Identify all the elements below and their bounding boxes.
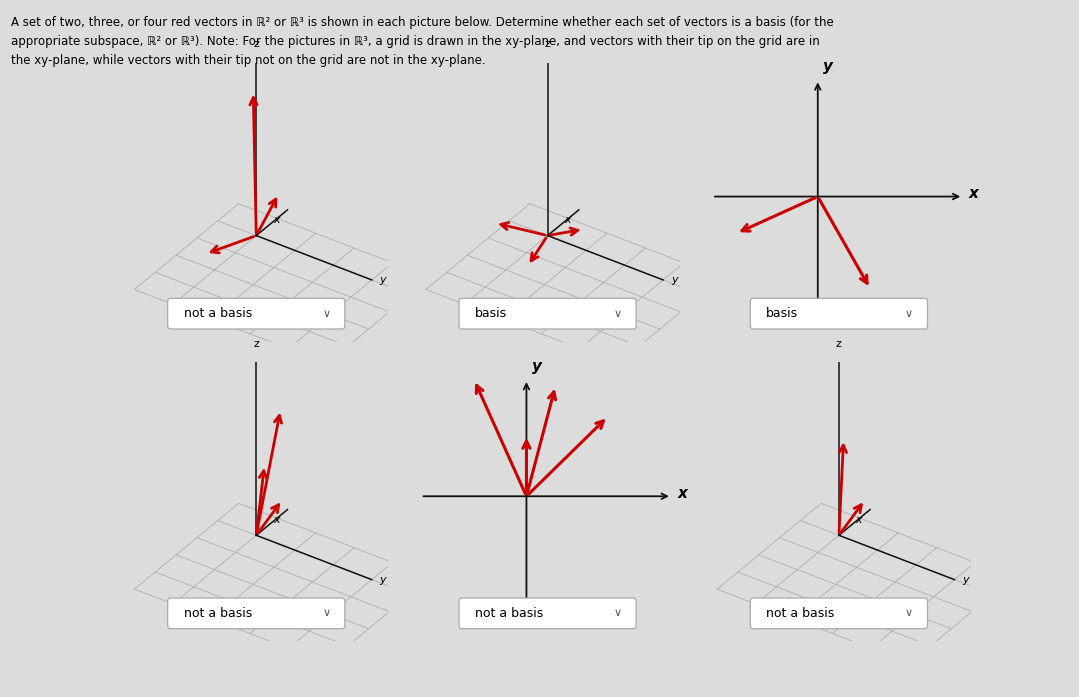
Text: z: z bbox=[254, 39, 259, 49]
Text: not a basis: not a basis bbox=[183, 307, 251, 320]
Text: y: y bbox=[380, 275, 386, 285]
Text: x: x bbox=[678, 486, 687, 501]
FancyBboxPatch shape bbox=[459, 598, 637, 629]
Text: basis: basis bbox=[475, 307, 507, 320]
Text: A set of two, three, or four red vectors in ℝ² or ℝ³ is shown in each picture be: A set of two, three, or four red vectors… bbox=[11, 16, 834, 29]
Text: x: x bbox=[273, 215, 279, 225]
Text: y: y bbox=[962, 574, 969, 585]
Text: ∨: ∨ bbox=[614, 309, 622, 319]
Text: ∨: ∨ bbox=[323, 309, 330, 319]
Text: y: y bbox=[380, 574, 386, 585]
Text: appropriate subspace, ℝ² or ℝ³). Note: For the pictures in ℝ³, a grid is drawn i: appropriate subspace, ℝ² or ℝ³). Note: F… bbox=[11, 35, 820, 48]
Text: x: x bbox=[969, 186, 979, 201]
FancyBboxPatch shape bbox=[167, 598, 345, 629]
FancyBboxPatch shape bbox=[459, 298, 637, 329]
Text: x: x bbox=[273, 515, 279, 525]
FancyBboxPatch shape bbox=[750, 598, 928, 629]
FancyBboxPatch shape bbox=[750, 298, 928, 329]
Text: x: x bbox=[564, 215, 571, 225]
Text: basis: basis bbox=[766, 307, 798, 320]
Text: ∨: ∨ bbox=[905, 608, 913, 618]
Text: y: y bbox=[532, 358, 542, 374]
Text: not a basis: not a basis bbox=[475, 607, 543, 620]
Text: not a basis: not a basis bbox=[766, 607, 834, 620]
Text: z: z bbox=[836, 339, 842, 348]
Text: y: y bbox=[671, 275, 678, 285]
Text: z: z bbox=[254, 339, 259, 348]
Text: ∨: ∨ bbox=[905, 309, 913, 319]
Text: ∨: ∨ bbox=[614, 608, 622, 618]
Text: not a basis: not a basis bbox=[183, 607, 251, 620]
FancyBboxPatch shape bbox=[167, 298, 345, 329]
Text: the xy-plane, while vectors with their tip not on the grid are not in the xy-pla: the xy-plane, while vectors with their t… bbox=[11, 54, 486, 67]
Text: y: y bbox=[823, 59, 833, 74]
Text: x: x bbox=[856, 515, 862, 525]
Text: ∨: ∨ bbox=[323, 608, 330, 618]
Text: z: z bbox=[545, 39, 550, 49]
